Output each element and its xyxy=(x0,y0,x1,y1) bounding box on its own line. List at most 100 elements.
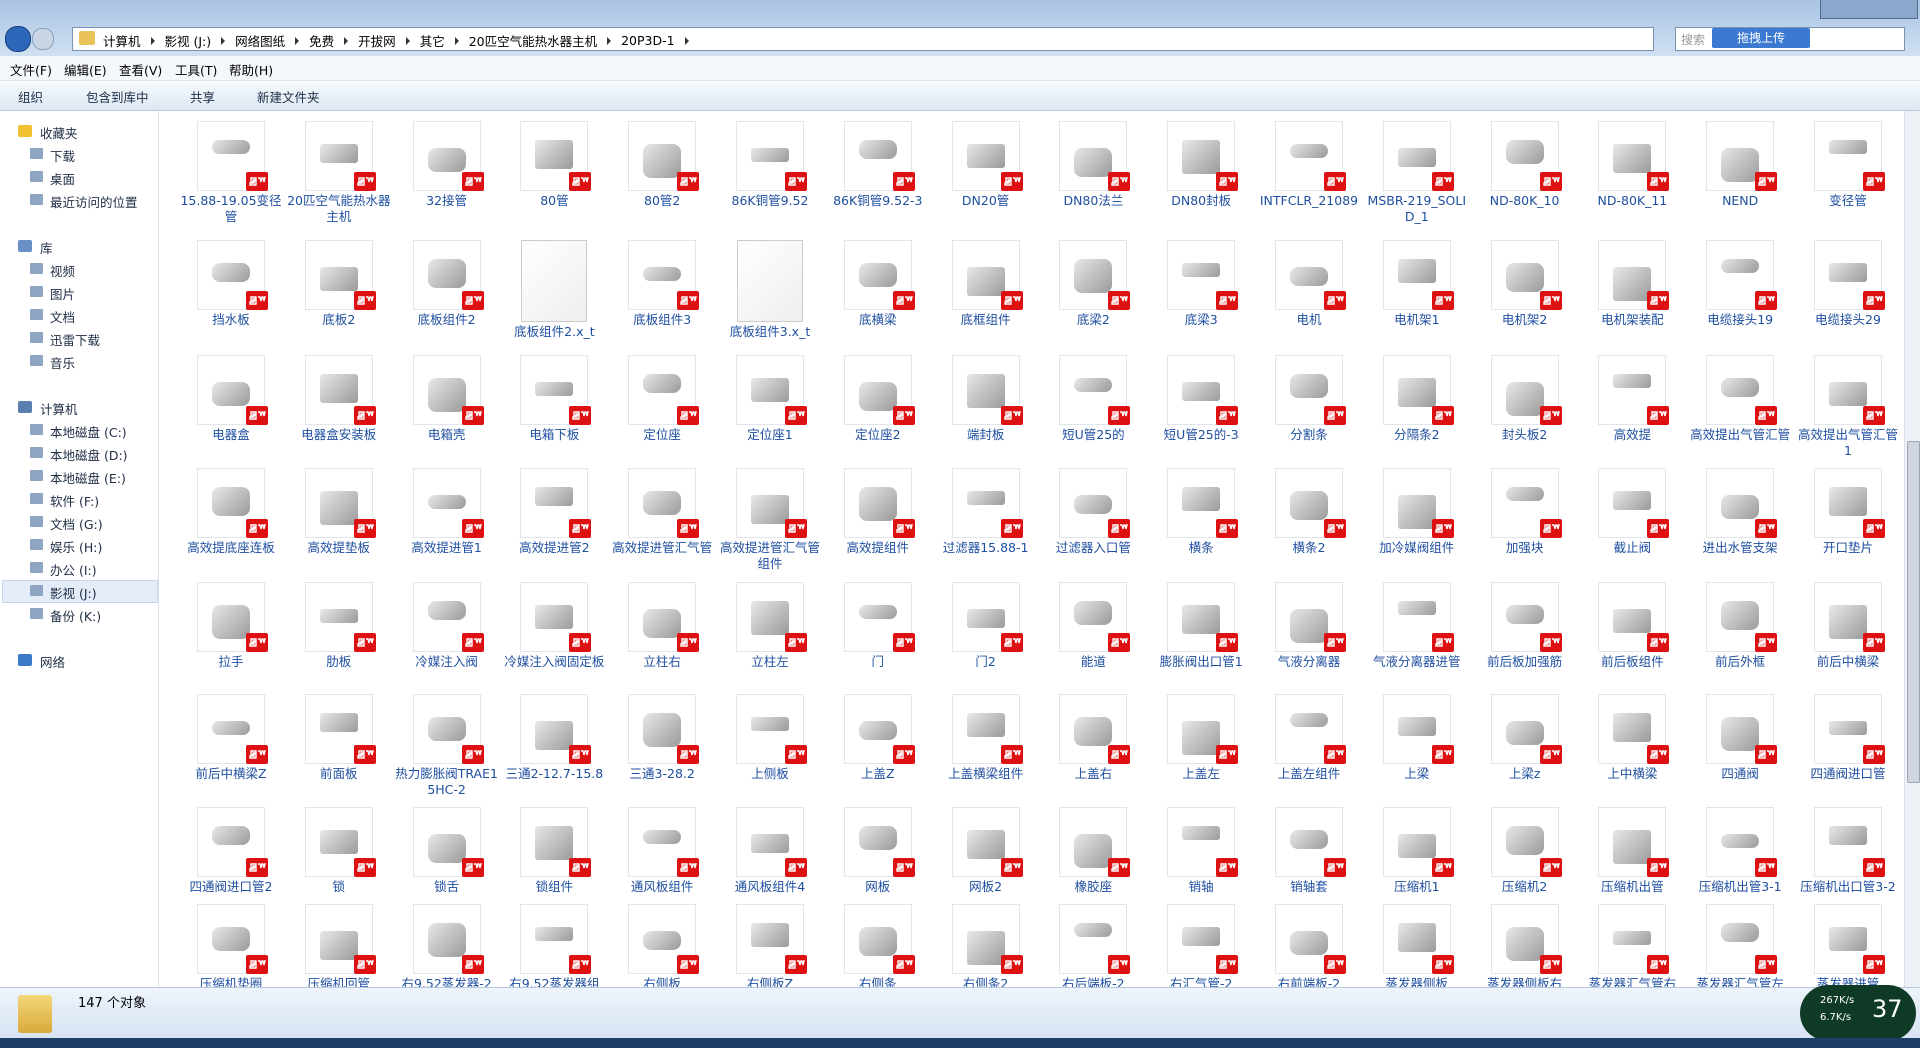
file-item[interactable]: 蒸发器汇气管右 xyxy=(1580,904,1684,987)
file-item[interactable]: 三通3-28.2 xyxy=(610,694,714,804)
file-item[interactable]: 立柱左 xyxy=(718,582,822,692)
file-item[interactable]: 高效提进管1 xyxy=(395,468,499,578)
file-item[interactable]: 底框组件 xyxy=(934,240,1038,350)
file-item[interactable]: 过滤器入口管 xyxy=(1041,468,1145,578)
file-item[interactable]: 网板 xyxy=(826,807,930,917)
toolbar-button[interactable]: 组织 xyxy=(18,90,44,105)
nav-item[interactable]: 本地磁盘 (E:) xyxy=(50,471,126,486)
file-item[interactable]: 门2 xyxy=(934,582,1038,692)
file-item[interactable]: 分割条 xyxy=(1257,355,1361,465)
file-item[interactable]: 电机架装配 xyxy=(1580,240,1684,350)
file-item[interactable]: 右侧板Z xyxy=(718,904,822,987)
file-item[interactable]: 上盖横梁组件 xyxy=(934,694,1038,804)
file-item[interactable]: 膨胀阀出口管1 xyxy=(1149,582,1253,692)
file-item[interactable]: 上侧板 xyxy=(718,694,822,804)
breadcrumb-item[interactable]: 网络图纸 xyxy=(235,34,286,49)
file-item[interactable]: DN20管 xyxy=(934,121,1038,231)
nav-group[interactable]: 库 xyxy=(40,241,53,256)
file-item[interactable]: 底板组件3 xyxy=(610,240,714,350)
file-item[interactable]: 右9.52蒸发器组 xyxy=(502,904,606,987)
file-item[interactable]: 上梁 xyxy=(1365,694,1469,804)
file-item[interactable]: 高效提进管汇气管组件 xyxy=(718,468,822,578)
file-item[interactable]: 挡水板 xyxy=(179,240,283,350)
nav-group[interactable]: 网络 xyxy=(40,655,66,670)
breadcrumb-item[interactable]: 影视 (J:) xyxy=(164,34,212,49)
file-item[interactable]: 加强块 xyxy=(1473,468,1577,578)
file-item[interactable]: 高效提出气管汇管 xyxy=(1688,355,1792,465)
menu-item[interactable]: 文件(F) xyxy=(10,63,52,78)
file-item[interactable]: 网板2 xyxy=(934,807,1038,917)
file-item[interactable]: 86K铜管9.52-3 xyxy=(826,121,930,231)
nav-group[interactable]: 收藏夹 xyxy=(40,126,78,141)
nav-item[interactable]: 音乐 xyxy=(50,356,76,371)
file-item[interactable]: MSBR-219_SOLID_1 xyxy=(1365,121,1469,231)
file-item[interactable]: 前后中横梁Z xyxy=(179,694,283,804)
nav-item[interactable]: 本地磁盘 (C:) xyxy=(50,425,127,440)
file-item[interactable]: 加冷媒阀组件 xyxy=(1365,468,1469,578)
file-item[interactable]: 底梁2 xyxy=(1041,240,1145,350)
file-item[interactable]: 能道 xyxy=(1041,582,1145,692)
file-item[interactable]: 右前端板-2 xyxy=(1257,904,1361,987)
file-item[interactable]: 通风板组件4 xyxy=(718,807,822,917)
file-item[interactable]: 通风板组件 xyxy=(610,807,714,917)
file-item[interactable]: 86K铜管9.52 xyxy=(718,121,822,231)
file-item[interactable]: 锁 xyxy=(287,807,391,917)
file-item[interactable]: INTFCLR_21089 xyxy=(1257,121,1361,231)
file-item[interactable]: 蒸发器侧板右 xyxy=(1473,904,1577,987)
file-item[interactable]: 右侧条2 xyxy=(934,904,1038,987)
file-item[interactable]: 气液分离器 xyxy=(1257,582,1361,692)
file-item[interactable]: 蒸发器汇气管左 xyxy=(1688,904,1792,987)
file-item[interactable]: ND-80K_10 xyxy=(1473,121,1577,231)
file-item[interactable]: 销轴套 xyxy=(1257,807,1361,917)
file-item[interactable]: 电机架2 xyxy=(1473,240,1577,350)
file-item[interactable]: 四通阀 xyxy=(1688,694,1792,804)
file-item[interactable]: 锁舌 xyxy=(395,807,499,917)
file-item[interactable]: 高效提 xyxy=(1580,355,1684,465)
file-item[interactable]: 底横梁 xyxy=(826,240,930,350)
file-item[interactable]: 冷媒注入阀固定板 xyxy=(502,582,606,692)
toolbar-button[interactable]: 共享 xyxy=(190,90,216,105)
back-button[interactable] xyxy=(5,26,31,52)
file-item[interactable]: 三通2-12.7-15.8 xyxy=(502,694,606,804)
file-item[interactable]: 20匹空气能热水器主机 xyxy=(287,121,391,231)
file-item[interactable]: 80管2 xyxy=(610,121,714,231)
nav-item[interactable]: 下载 xyxy=(50,149,76,164)
file-item[interactable]: 横条 xyxy=(1149,468,1253,578)
file-item[interactable]: 肋板 xyxy=(287,582,391,692)
file-item[interactable]: 前后中横梁 xyxy=(1796,582,1900,692)
file-item[interactable]: 高效提垫板 xyxy=(287,468,391,578)
file-item[interactable]: 四通阀进口管2 xyxy=(179,807,283,917)
file-item[interactable]: 橡胶座 xyxy=(1041,807,1145,917)
file-item[interactable]: 上盖左组件 xyxy=(1257,694,1361,804)
breadcrumb-item[interactable]: 其它 xyxy=(419,34,445,49)
file-item[interactable]: 底板组件3.x_t xyxy=(718,240,822,350)
nav-item[interactable]: 图片 xyxy=(50,287,76,302)
file-item[interactable]: 变径管 xyxy=(1796,121,1900,231)
file-item[interactable]: 底板2 xyxy=(287,240,391,350)
file-item[interactable]: 端封板 xyxy=(934,355,1038,465)
file-item[interactable]: 短U管25的 xyxy=(1041,355,1145,465)
window-controls[interactable] xyxy=(1820,0,1918,19)
file-item[interactable]: 锁组件 xyxy=(502,807,606,917)
file-item[interactable]: 电机架1 xyxy=(1365,240,1469,350)
file-item[interactable]: 销轴 xyxy=(1149,807,1253,917)
file-item[interactable]: 高效提出气管汇管1 xyxy=(1796,355,1900,465)
nav-item[interactable]: 视频 xyxy=(50,264,76,279)
file-item[interactable]: 前后外框 xyxy=(1688,582,1792,692)
nav-group[interactable]: 计算机 xyxy=(40,402,78,417)
forward-button[interactable] xyxy=(32,28,54,50)
file-item[interactable]: 15.88-19.05变径管 xyxy=(179,121,283,231)
file-item[interactable]: 冷媒注入阀 xyxy=(395,582,499,692)
file-item[interactable]: 上盖左 xyxy=(1149,694,1253,804)
file-item[interactable]: 蒸发器进管 xyxy=(1796,904,1900,987)
file-item[interactable]: 右汇气管-2 xyxy=(1149,904,1253,987)
file-item[interactable]: 压缩机2 xyxy=(1473,807,1577,917)
file-item[interactable]: 压缩机回管 xyxy=(287,904,391,987)
file-item[interactable]: 定位座 xyxy=(610,355,714,465)
file-item[interactable]: 压缩机出口管3-2 xyxy=(1796,807,1900,917)
file-item[interactable]: 底板组件2 xyxy=(395,240,499,350)
nav-item[interactable]: 最近访问的位置 xyxy=(50,195,138,210)
menu-item[interactable]: 查看(V) xyxy=(119,63,163,78)
breadcrumb-item[interactable]: 20P3D-1 xyxy=(621,33,675,48)
file-item[interactable]: 前后板组件 xyxy=(1580,582,1684,692)
